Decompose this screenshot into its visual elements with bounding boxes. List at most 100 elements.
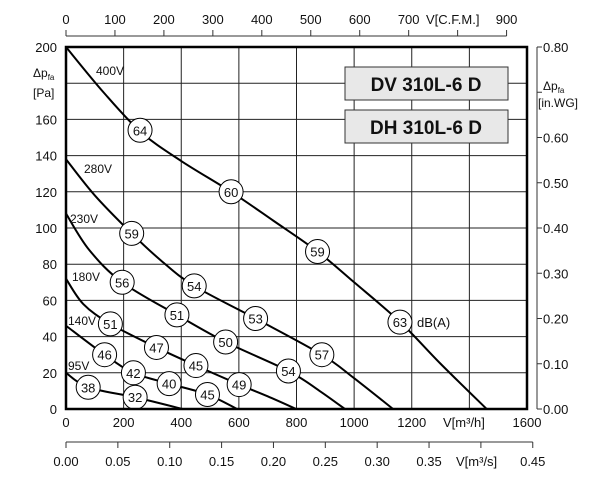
noise-circle	[119, 220, 145, 246]
x-tick-label: 0	[62, 415, 69, 430]
noise-circle	[164, 302, 190, 328]
y-tick-label: 60	[43, 293, 57, 308]
bottom-tick-label: 0.30	[365, 454, 390, 469]
top-tick-label: 900	[496, 12, 518, 27]
right-tick-label: 0.00	[543, 402, 568, 417]
noise-circle	[183, 353, 209, 379]
noise-value: 63	[393, 315, 407, 330]
noise-marker: 51	[164, 302, 190, 328]
noise-circle	[156, 371, 182, 397]
noise-marker: 42	[120, 360, 146, 386]
curve-95V	[65, 371, 183, 410]
bottom-tick-label: 0.25	[313, 454, 338, 469]
noise-circle	[218, 179, 244, 205]
noise-marker: 47	[143, 334, 169, 360]
noise-circle	[120, 360, 146, 386]
right-axis-label: Δpfa	[543, 79, 565, 95]
right-tick-label: 0.30	[543, 266, 568, 281]
y-axis-label: Δpfa	[33, 66, 55, 82]
noise-circle	[127, 117, 153, 143]
noise-value: 64	[133, 123, 147, 138]
y-tick-label: 140	[35, 149, 57, 164]
noise-circle	[243, 306, 269, 331]
x-tick-label: 800	[286, 415, 308, 430]
noise-value: 60	[224, 185, 238, 200]
top-tick-label: 100	[104, 12, 126, 27]
noise-value: 57	[315, 348, 329, 363]
noise-value: 53	[248, 312, 262, 327]
noise-circle	[213, 329, 239, 355]
y-tick-label: 0	[50, 402, 57, 417]
noise-circle	[143, 334, 169, 360]
top-tick-label: 400	[251, 12, 273, 27]
noise-value: 42	[126, 366, 140, 381]
top-tick-label: 300	[202, 12, 224, 27]
noise-value: 46	[97, 348, 111, 363]
x-tick-label: 1600	[513, 415, 542, 430]
noise-marker: 60	[218, 179, 244, 205]
noise-marker: 64	[127, 117, 153, 143]
noise-markers: 400V 64 60 59 63 280V 59 54 53 57 230V 56 51 50 54 180V…	[68, 64, 413, 410]
right-tick-label: 0.50	[543, 176, 568, 191]
noise-value: 45	[189, 359, 203, 374]
voltage-label: 140V	[68, 314, 96, 328]
y-tick-label: 160	[35, 112, 57, 127]
noise-marker: 49	[226, 372, 252, 398]
voltage-label: 180V	[72, 270, 100, 284]
noise-value: 54	[281, 364, 295, 379]
noise-circle	[109, 269, 135, 295]
noise-marker: 50	[213, 329, 239, 355]
noise-marker: 54	[275, 358, 301, 384]
noise-circle	[181, 273, 207, 299]
noise-marker: 59	[305, 239, 331, 265]
top-axis-label: V[C.F.M.]	[426, 12, 479, 27]
plot-frame	[64, 45, 529, 411]
noise-circle	[92, 342, 118, 368]
noise-value: 45	[200, 388, 214, 403]
y-tick-label: 100	[35, 221, 57, 236]
x-axis-label: V[m³/h]	[443, 415, 485, 430]
noise-value: 59	[310, 245, 324, 260]
bottom-tick-label: 0.05	[105, 454, 130, 469]
noise-marker: 54	[181, 273, 207, 299]
voltage-label: 230V	[70, 212, 98, 226]
noise-marker: 57	[309, 342, 335, 368]
noise-unit-label: dB(A)	[417, 315, 450, 330]
y-tick-label: 200	[35, 40, 57, 55]
y-tick-label: 120	[35, 185, 57, 200]
curve-180V	[65, 278, 297, 410]
noise-marker: 53	[243, 306, 269, 331]
noise-marker: 45	[194, 382, 220, 408]
right-tick-label: 0.20	[543, 312, 568, 327]
noise-value: 32	[128, 390, 142, 405]
right-tick-label: 0.10	[543, 357, 568, 372]
bottom-tick-label: 0.35	[416, 454, 441, 469]
noise-circle	[75, 374, 101, 400]
model-badge-dh: DH 310L-6 D	[344, 109, 509, 144]
noise-marker: 56	[109, 269, 135, 295]
y-axis-unit: [Pa]	[33, 86, 54, 100]
noise-marker: 51	[97, 311, 123, 337]
top-tick-label: 200	[153, 12, 175, 27]
noise-circle	[309, 342, 335, 368]
noise-value: 56	[115, 275, 129, 290]
right-tick-label: 0.60	[543, 131, 568, 146]
curve-230V	[65, 212, 346, 410]
noise-value: 51	[103, 317, 117, 332]
noise-circle	[97, 311, 123, 337]
noise-value: 50	[218, 335, 232, 350]
bottom-tick-label: 0.45	[520, 454, 545, 469]
top-tick-label: 600	[349, 12, 371, 27]
noise-marker: 40	[156, 371, 182, 397]
voltage-label: 400V	[96, 64, 124, 78]
noise-circle	[226, 372, 252, 398]
axes: 0 200 400 600 800 1000 1200 1600020406080100120…	[35, 12, 568, 469]
noise-value: 51	[170, 308, 184, 323]
bottom-axis-label: V[m³/s]	[456, 454, 497, 469]
noise-value: 54	[187, 279, 201, 294]
noise-marker: 46	[92, 342, 118, 368]
right-axis-unit: [in.WG]	[538, 96, 578, 110]
x-tick-label: 600	[228, 415, 250, 430]
bottom-tick-label: 0.20	[261, 454, 286, 469]
